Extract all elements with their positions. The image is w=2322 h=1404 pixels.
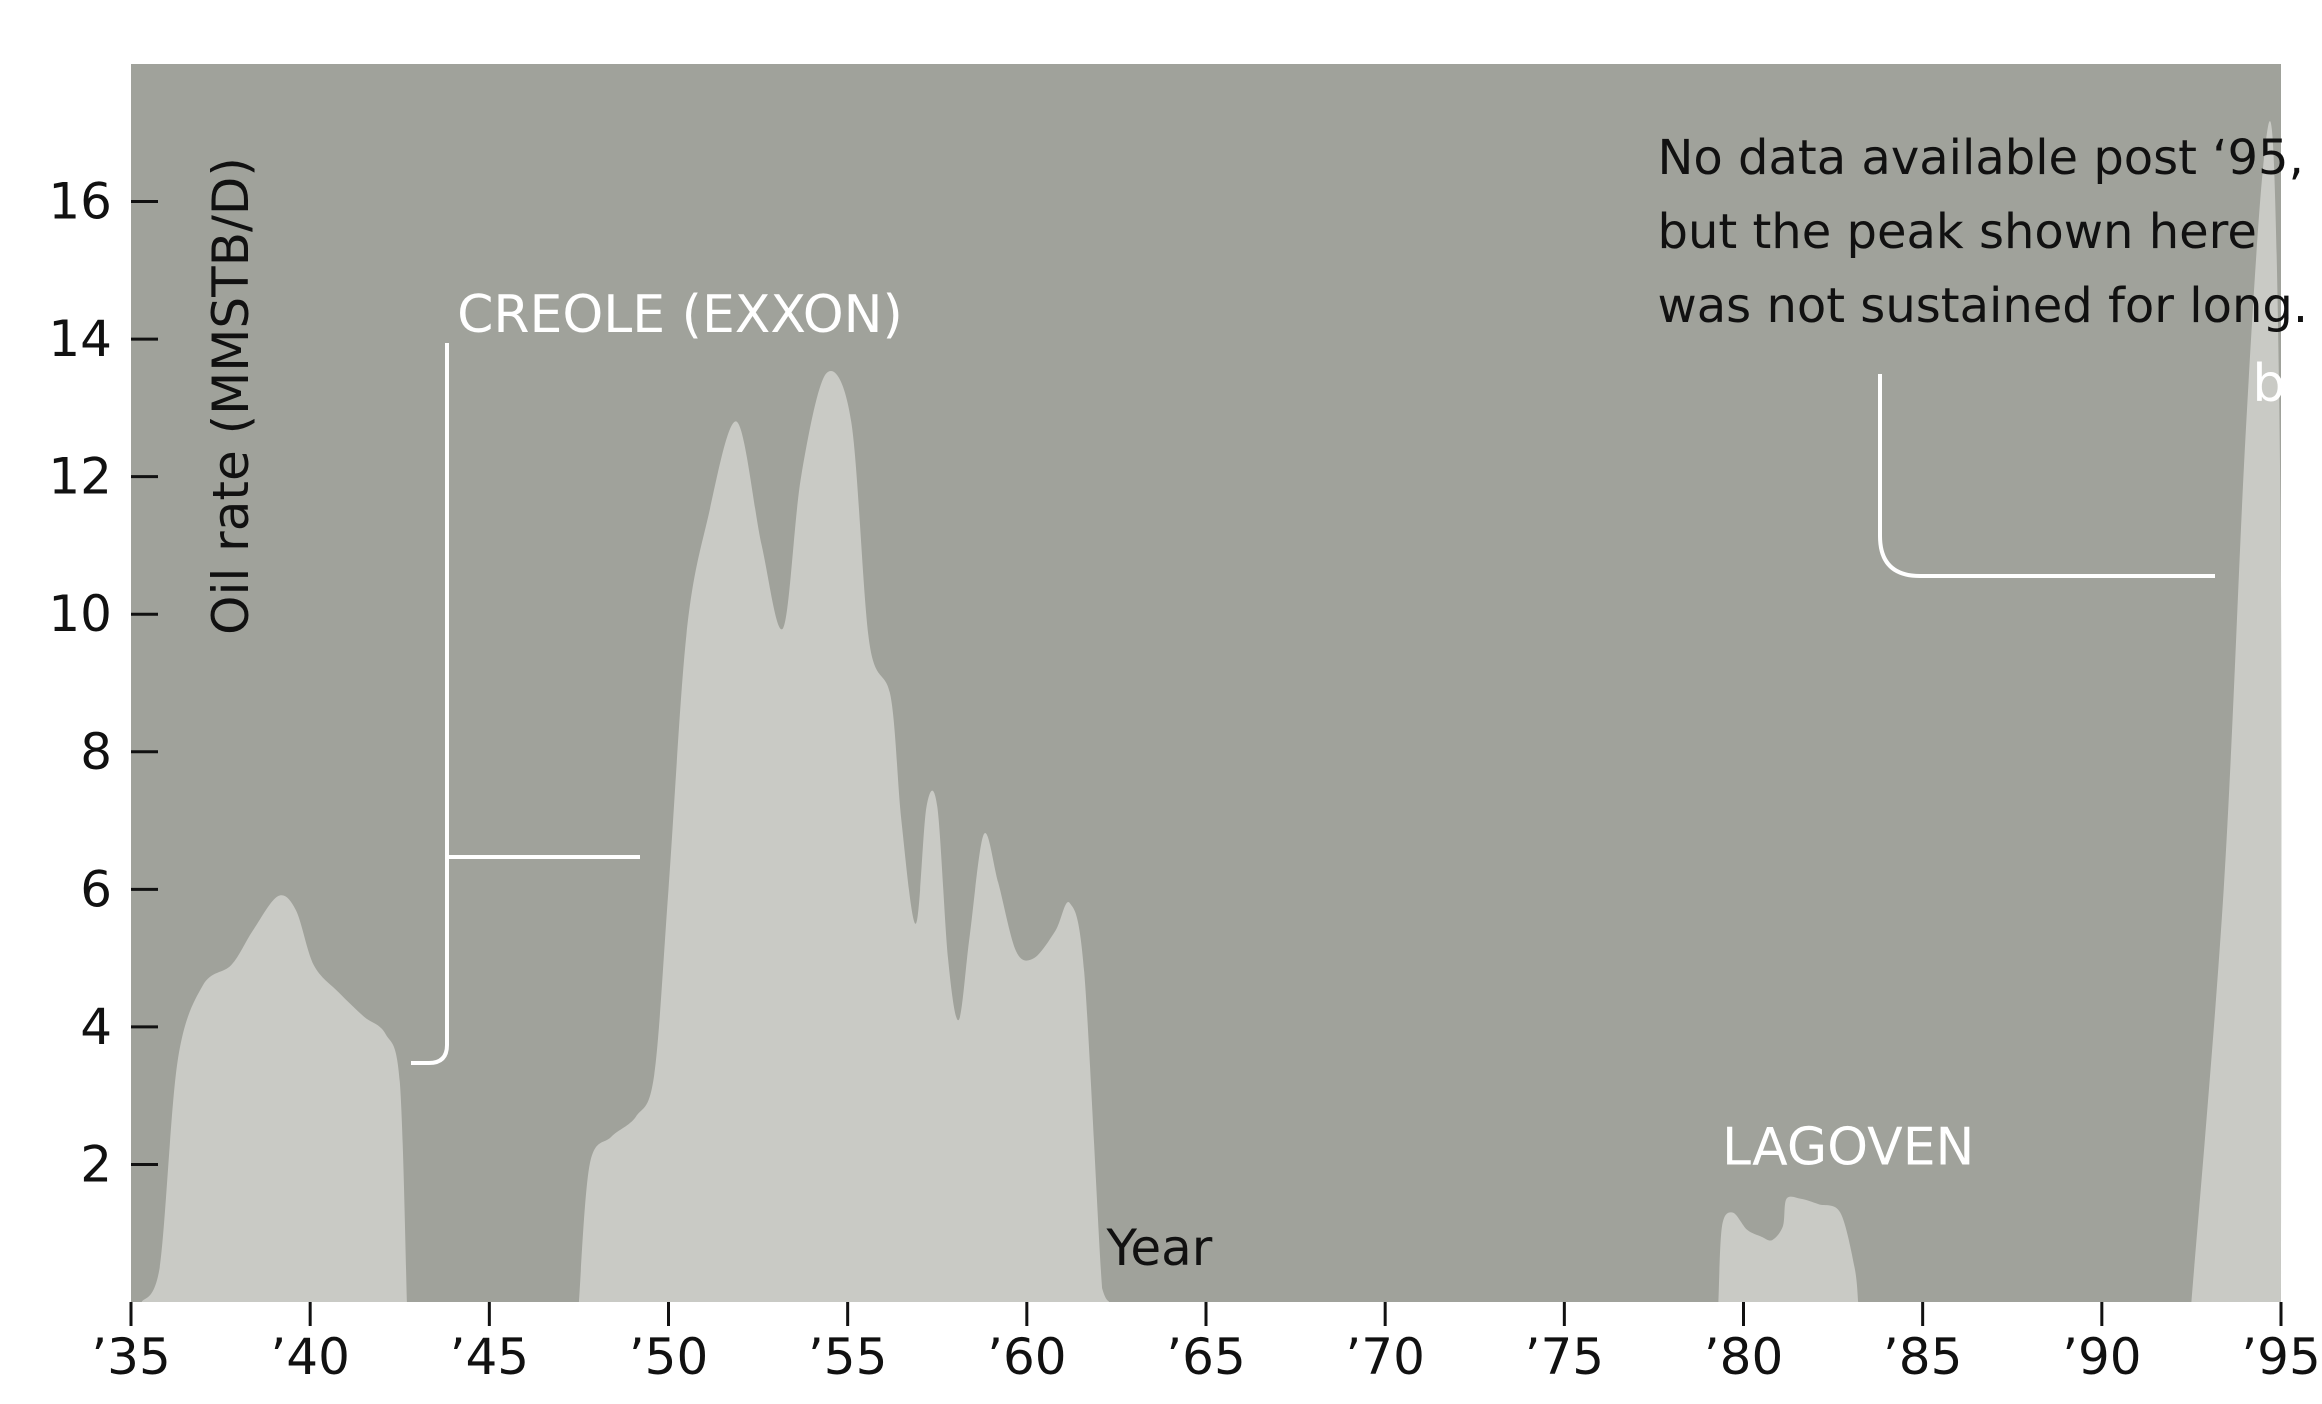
- x-axis: ’35 ’40 ’45 ’50 ’55 ’60 ’65 ’70 ’75 ’80 ’85 ’90 ’95: [91, 1302, 2321, 1386]
- plot-background: [131, 64, 2281, 1302]
- x-axis-title: Year: [1105, 1219, 1212, 1277]
- y-axis-title: Oil rate (MMSTB/D): [202, 157, 260, 635]
- x-tick-label: ’55: [808, 1328, 888, 1386]
- y-tick-label: 2: [80, 1135, 112, 1193]
- no-data-note-line: was not sustained for long.: [1658, 278, 2309, 334]
- x-tick-label: ’65: [1166, 1328, 1246, 1386]
- x-tick-label: ’45: [450, 1328, 530, 1386]
- annotations: CREOLE (EXXON) No data available post ‘95…: [457, 130, 2318, 1177]
- y-tick-label: 12: [48, 448, 112, 506]
- callout-lines: [411, 343, 2215, 1065]
- y-axis: 2 4 6 8 10 12 14 16: [48, 173, 158, 1193]
- area-series-3: [1718, 1196, 1859, 1302]
- y-tick-label: 8: [80, 723, 112, 781]
- x-tick-label: ’80: [1704, 1328, 1784, 1386]
- x-tick-label: ’90: [2062, 1328, 2142, 1386]
- x-tick-label: ’75: [1525, 1328, 1605, 1386]
- no-data-note-line: No data available post ‘95,: [1658, 130, 2304, 186]
- x-tick-label: ’40: [270, 1328, 350, 1386]
- y-tick-label: 10: [48, 585, 112, 643]
- no-data-note: No data available post ‘95, but the peak …: [1658, 130, 2309, 334]
- x-tick-label: ’70: [1345, 1328, 1425, 1386]
- lagoven-label: LAGOVEN: [1722, 1117, 1974, 1177]
- bp-bracket: [1878, 374, 2215, 578]
- x-tick-label: ’60: [987, 1328, 1067, 1386]
- creole-bracket: [411, 343, 449, 1065]
- x-tick-label: ’85: [1883, 1328, 1963, 1386]
- no-data-note-line: but the peak shown here: [1658, 204, 2257, 260]
- y-tick-label: 16: [48, 173, 112, 231]
- bp-label: bp: [2252, 354, 2318, 414]
- x-tick-label: ’50: [629, 1328, 709, 1386]
- y-tick-label: 14: [48, 310, 112, 368]
- creole-label: CREOLE (EXXON): [457, 285, 903, 345]
- area-series-1: [141, 895, 407, 1302]
- x-tick-label: ’35: [91, 1328, 171, 1386]
- y-tick-label: 6: [80, 860, 112, 918]
- y-tick-label: 4: [80, 998, 112, 1056]
- area-series-4: [2191, 121, 2282, 1302]
- production-areas: [141, 121, 2282, 1302]
- area-series-2: [578, 370, 1110, 1302]
- x-tick-label: ’95: [2241, 1328, 2321, 1386]
